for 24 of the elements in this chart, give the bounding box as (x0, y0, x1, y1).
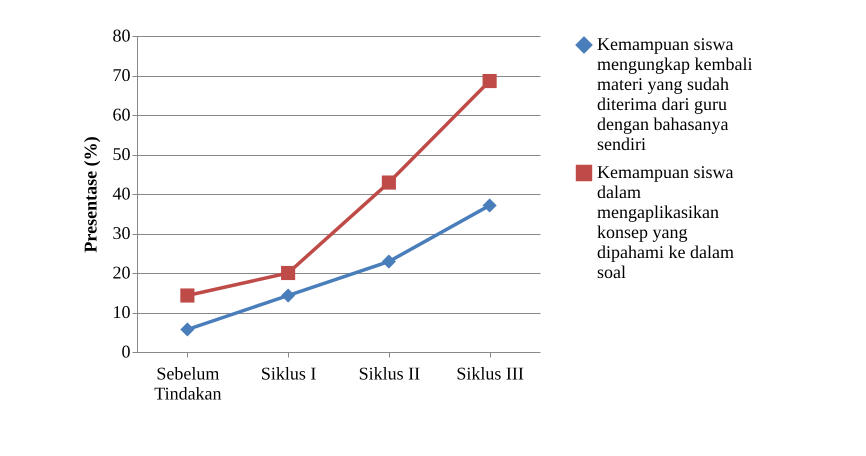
point (180, 288, 194, 303)
y-tick-label: 50 (112, 144, 130, 164)
point (482, 74, 497, 88)
x-tick-label: Siklus III (456, 364, 524, 384)
y-tick-label: 70 (112, 65, 130, 85)
y-tick-label: 20 (112, 262, 130, 282)
y-tick-label: 40 (112, 184, 130, 204)
x-tick-label: Siklus I (260, 364, 316, 384)
x-tick-label: Sebelum Tindakan (154, 364, 222, 404)
point (382, 175, 396, 190)
point (281, 288, 296, 303)
y-tick-label: 0 (122, 342, 130, 362)
point (382, 254, 396, 269)
y-tick-label: 80 (112, 26, 130, 46)
point (281, 266, 296, 280)
y-tick-label: 30 (112, 223, 130, 243)
legend-label: Kemampuan siswa dalam mengaplikasikan konsep yang dipahami ke dalam soal (597, 162, 734, 282)
y-tick-label: 60 (112, 104, 130, 124)
y-axis-title: Presentase (%) (80, 136, 100, 253)
legend-label: Kemampuan siswa mengungkap kembali materi yang sudah diterima dari guru dengan bahasanya sendiri (597, 34, 752, 154)
point (180, 322, 194, 337)
y-tick-label: 10 (112, 302, 130, 322)
point (482, 198, 497, 213)
x-tick-label: Siklus II (358, 364, 420, 384)
